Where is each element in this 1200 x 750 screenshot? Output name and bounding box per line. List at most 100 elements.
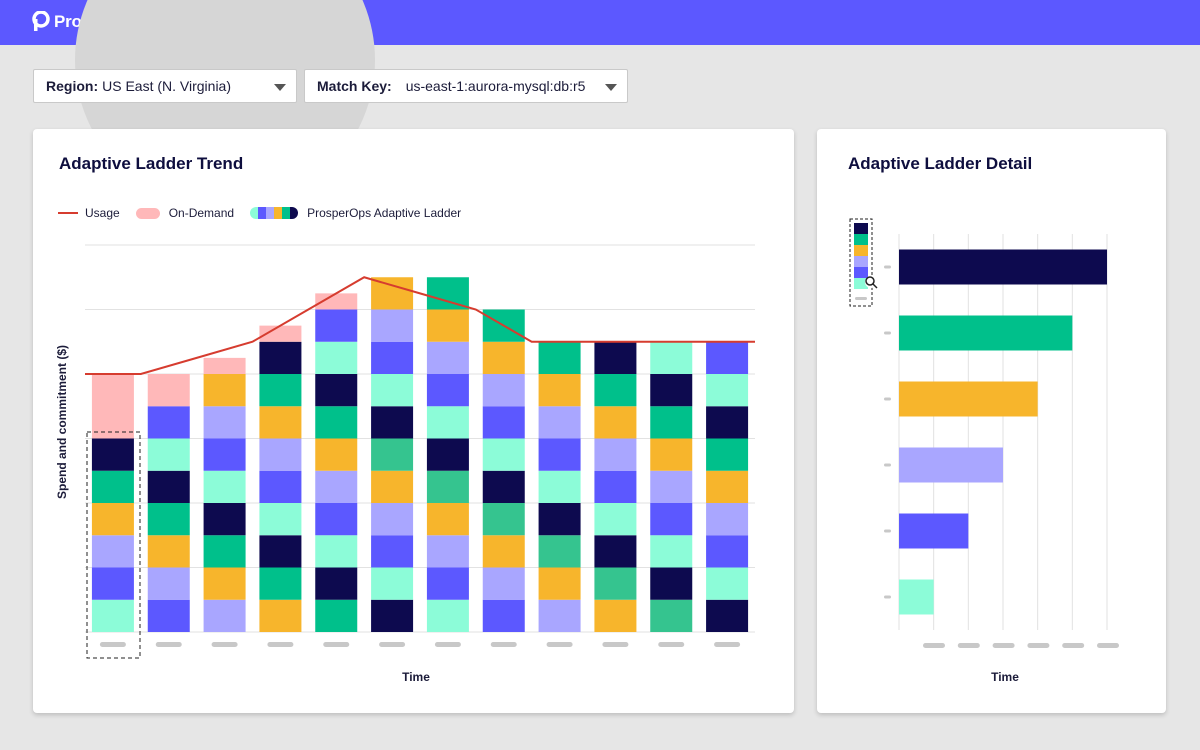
- detail-xlabel: Time: [991, 670, 1019, 684]
- trend-ylabel: Spend and commitment ($): [55, 345, 69, 499]
- ladder-segment: [91, 535, 134, 568]
- chevron-down-icon: [605, 84, 617, 91]
- ladder-segment: [706, 438, 749, 471]
- selected-column-highlight[interactable]: [86, 431, 141, 659]
- ladder-segment: [538, 341, 581, 374]
- ladder-segment: [371, 503, 414, 536]
- ladder-segment: [426, 406, 469, 439]
- ladder-segment: [426, 567, 469, 600]
- ladder-segment: [371, 309, 414, 342]
- x-tick-placeholder: [957, 643, 980, 648]
- ladder-segment: [315, 535, 358, 568]
- on-demand-swatch: [135, 207, 160, 219]
- ladder-segment: [426, 277, 469, 310]
- ladder-segment: [203, 374, 246, 407]
- detail-bar: [899, 513, 969, 549]
- ladder-segment: [426, 470, 469, 503]
- ladder-segment: [482, 374, 525, 407]
- ladder-segment: [147, 406, 190, 439]
- ladder-segment: [147, 470, 190, 503]
- ladder-segment: [706, 567, 749, 600]
- ladder-segment: [315, 599, 358, 632]
- x-tick-placeholder: [379, 642, 406, 647]
- detail-title: Adaptive Ladder Detail: [848, 154, 1033, 173]
- ladder-segment: [650, 599, 693, 632]
- ladder-thumbnail[interactable]: [849, 218, 873, 307]
- x-tick-placeholder: [267, 642, 294, 647]
- prosperops-logo-icon: [32, 11, 50, 31]
- ladder-segment: [371, 341, 414, 374]
- ladder-segment: [259, 406, 302, 439]
- ladder-segment: [482, 470, 525, 503]
- ladder-segment: [426, 374, 469, 407]
- usage-line: [85, 276, 755, 375]
- ladder-segment: [426, 599, 469, 632]
- ladder-swatch: [250, 207, 299, 219]
- match-key-value: us-east-1:aurora-mysql:db:r5: [405, 78, 586, 94]
- x-tick-placeholder: [99, 642, 126, 647]
- detail-bar: [899, 579, 934, 615]
- ladder-segment: [203, 599, 246, 632]
- ladder-segment: [594, 470, 637, 503]
- ladder-segment: [650, 406, 693, 439]
- match-key-dropdown[interactable]: Match Key: us-east-1:aurora-mysql:db:r5: [304, 69, 628, 103]
- ladder-segment: [315, 503, 358, 536]
- ladder-segment: [315, 341, 358, 374]
- usage-line-swatch: [58, 212, 78, 214]
- ladder-segment: [706, 599, 749, 632]
- y-tick-placeholder: [884, 595, 891, 599]
- region-dropdown[interactable]: Region: US East (N. Virginia): [33, 69, 297, 103]
- x-tick-placeholder: [602, 642, 629, 647]
- ladder-segment: [147, 535, 190, 568]
- ladder-segment: [259, 374, 302, 407]
- ladder-segment: [594, 535, 637, 568]
- ladder-segment: [706, 535, 749, 568]
- ladder-segment: [147, 438, 190, 471]
- ladder-segment: [594, 503, 637, 536]
- x-tick-placeholder: [490, 642, 517, 647]
- ladder-segment: [147, 503, 190, 536]
- y-tick-placeholder: [884, 529, 891, 533]
- ladder-segment: [538, 374, 581, 407]
- ladder-segment: [706, 341, 749, 374]
- trend-title: Adaptive Ladder Trend: [59, 154, 244, 173]
- ladder-segment: [203, 470, 246, 503]
- ladder-segment: [594, 406, 637, 439]
- ladder-segment: [538, 406, 581, 439]
- ladder-segment: [538, 535, 581, 568]
- y-tick-placeholder: [884, 331, 891, 335]
- ladder-segment: [91, 567, 134, 600]
- ladder-segment: [650, 470, 693, 503]
- chevron-down-icon: [274, 84, 286, 91]
- ladder-segment: [91, 438, 134, 471]
- ladder-segment: [91, 503, 134, 536]
- on-demand-segment: [203, 357, 246, 374]
- trend-legend: Usage On-Demand ProsperOps Adaptive Ladd…: [58, 206, 477, 220]
- ladder-segment: [594, 341, 637, 374]
- legend-on-demand: On-Demand: [135, 206, 234, 220]
- ladder-segment: [315, 406, 358, 439]
- x-tick-placeholder: [323, 642, 350, 647]
- y-tick-placeholder: [884, 265, 891, 269]
- ladder-segment: [91, 470, 134, 503]
- y-tick-placeholder: [884, 463, 891, 467]
- x-tick-placeholder: [923, 643, 945, 648]
- zoom-icon[interactable]: [865, 276, 878, 289]
- x-tick-placeholder: [1097, 643, 1119, 648]
- x-tick-placeholder: [155, 642, 182, 647]
- ladder-segment: [315, 374, 358, 407]
- detail-bar: [899, 315, 1073, 351]
- ladder-segment: [259, 567, 302, 600]
- legend-ladder: ProsperOps Adaptive Ladder: [250, 206, 461, 220]
- ladder-segment: [259, 470, 302, 503]
- ladder-segment: [203, 406, 246, 439]
- ladder-segment: [426, 341, 469, 374]
- x-tick-placeholder: [658, 642, 685, 647]
- ladder-segment: [538, 470, 581, 503]
- ladder-segment: [482, 535, 525, 568]
- ladder-segment: [371, 535, 414, 568]
- ladder-segment: [426, 438, 469, 471]
- ladder-segment: [147, 599, 190, 632]
